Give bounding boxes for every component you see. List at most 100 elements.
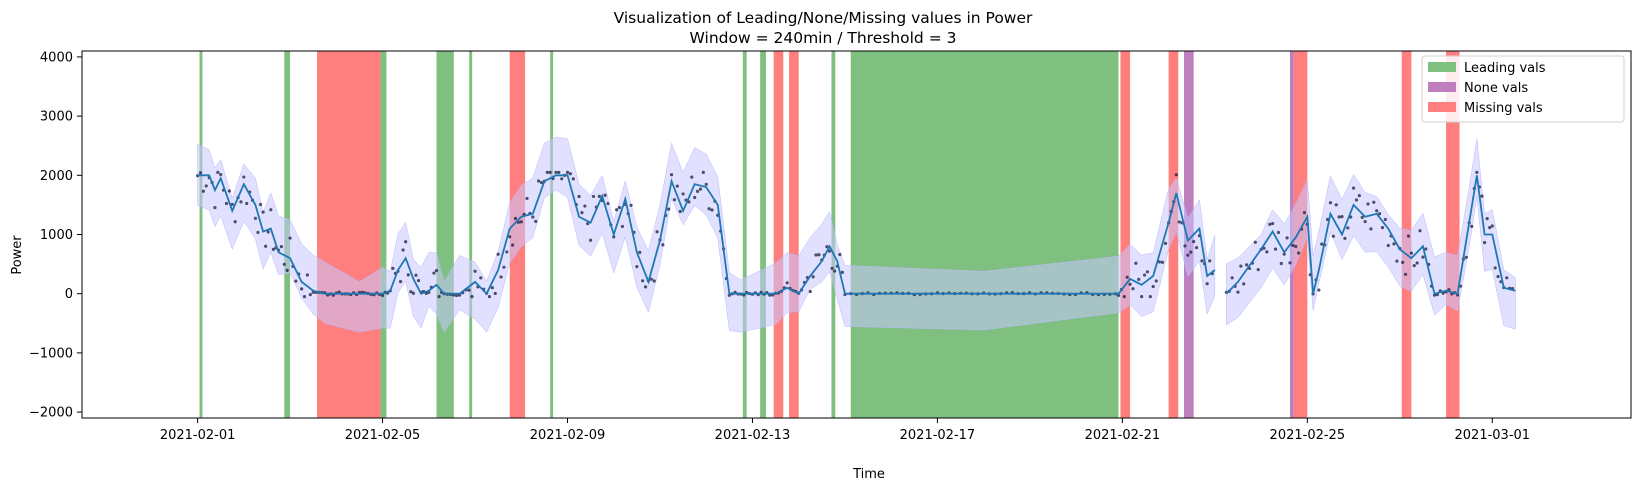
raw-point [1340, 215, 1344, 219]
raw-point [675, 184, 679, 188]
raw-point [1363, 219, 1367, 224]
raw-point [830, 266, 834, 270]
raw-point [434, 268, 439, 273]
raw-point [833, 269, 837, 273]
raw-point [638, 250, 642, 254]
raw-point [678, 209, 682, 214]
raw-point [437, 295, 441, 299]
raw-point [1192, 239, 1196, 244]
raw-point [1148, 295, 1152, 299]
leading-span [850, 51, 1119, 418]
missing-span [1446, 51, 1460, 418]
raw-point [391, 266, 395, 271]
chart-title: Visualization of Leading/None/Missing va… [614, 9, 1033, 27]
raw-point [432, 271, 436, 275]
raw-point [649, 277, 653, 281]
legend: Leading vals None vals Missing vals [1421, 55, 1625, 123]
y-tick-label: −1000 [29, 346, 73, 361]
raw-point [586, 222, 590, 226]
raw-point [1372, 200, 1376, 204]
y-tick-label: 4000 [40, 50, 73, 65]
raw-point [1403, 272, 1408, 276]
raw-point [1116, 293, 1121, 298]
raw-point [1357, 193, 1361, 198]
raw-point [1485, 217, 1489, 221]
leading-span [380, 51, 387, 418]
raw-point [1288, 261, 1292, 265]
missing-span [773, 51, 784, 418]
raw-point [271, 247, 275, 251]
y-tick-label: 0 [65, 287, 73, 302]
raw-point [269, 208, 273, 212]
raw-point [1351, 186, 1356, 190]
raw-point [1369, 227, 1373, 231]
raw-point [534, 219, 538, 223]
leading-span [469, 51, 473, 418]
legend-label: Missing vals [1464, 101, 1543, 116]
raw-point [233, 220, 237, 224]
raw-point [548, 170, 552, 174]
raw-point [1271, 221, 1275, 226]
raw-point [661, 243, 665, 247]
raw-point [380, 293, 385, 298]
raw-point [827, 249, 832, 253]
raw-point [201, 189, 205, 193]
x-tick-label: 2021-02-09 [530, 428, 606, 443]
raw-point [1142, 273, 1147, 277]
raw-point [554, 170, 558, 174]
x-tick-label: 2021-03-01 [1455, 428, 1531, 443]
x-tick-label: 2021-02-25 [1270, 428, 1346, 443]
raw-point [525, 196, 529, 201]
confidence-band-layer [197, 136, 1516, 333]
raw-point [1183, 244, 1187, 248]
y-tick-label: 2000 [40, 169, 73, 184]
raw-point [1125, 275, 1129, 279]
raw-point [1401, 260, 1405, 264]
leading-span [760, 51, 766, 418]
raw-point [840, 270, 844, 274]
raw-point [1343, 236, 1347, 240]
raw-point [635, 264, 639, 269]
x-tick-label: 2021-02-21 [1085, 428, 1161, 443]
x-axis-ticks: 2021-02-01 2021-02-05 2021-02-09 2021-02-13… [160, 418, 1530, 443]
raw-point [1317, 288, 1321, 292]
raw-point [545, 170, 549, 174]
raw-point [690, 175, 694, 179]
raw-point [1189, 250, 1193, 254]
raw-point [213, 205, 217, 210]
raw-point [1236, 290, 1240, 294]
raw-point [629, 203, 633, 207]
raw-point [565, 170, 570, 174]
raw-point [1380, 226, 1385, 230]
raw-point [1392, 242, 1396, 246]
raw-point [1346, 226, 1350, 230]
raw-point [288, 236, 292, 240]
raw-point [414, 273, 418, 277]
leading-span [550, 51, 554, 418]
raw-point [493, 291, 497, 296]
raw-point [294, 279, 298, 283]
raw-point [490, 286, 494, 290]
raw-point [1208, 259, 1212, 263]
raw-point [467, 288, 471, 292]
leading-span [742, 51, 747, 418]
legend-label: Leading vals [1464, 61, 1546, 76]
raw-point [1395, 259, 1399, 263]
x-tick-label: 2021-02-01 [160, 428, 236, 443]
raw-point [239, 200, 243, 204]
raw-point [641, 279, 645, 283]
raw-point [224, 201, 229, 206]
raw-point [597, 194, 601, 198]
raw-point [519, 220, 523, 224]
raw-point [1386, 243, 1390, 248]
raw-point [1328, 201, 1333, 205]
raw-point [560, 177, 564, 181]
raw-point [1490, 224, 1494, 228]
raw-point [216, 170, 220, 174]
raw-point [406, 273, 410, 277]
raw-point [825, 245, 829, 249]
raw-point [230, 202, 234, 206]
raw-point [603, 193, 607, 197]
raw-point [568, 172, 572, 176]
